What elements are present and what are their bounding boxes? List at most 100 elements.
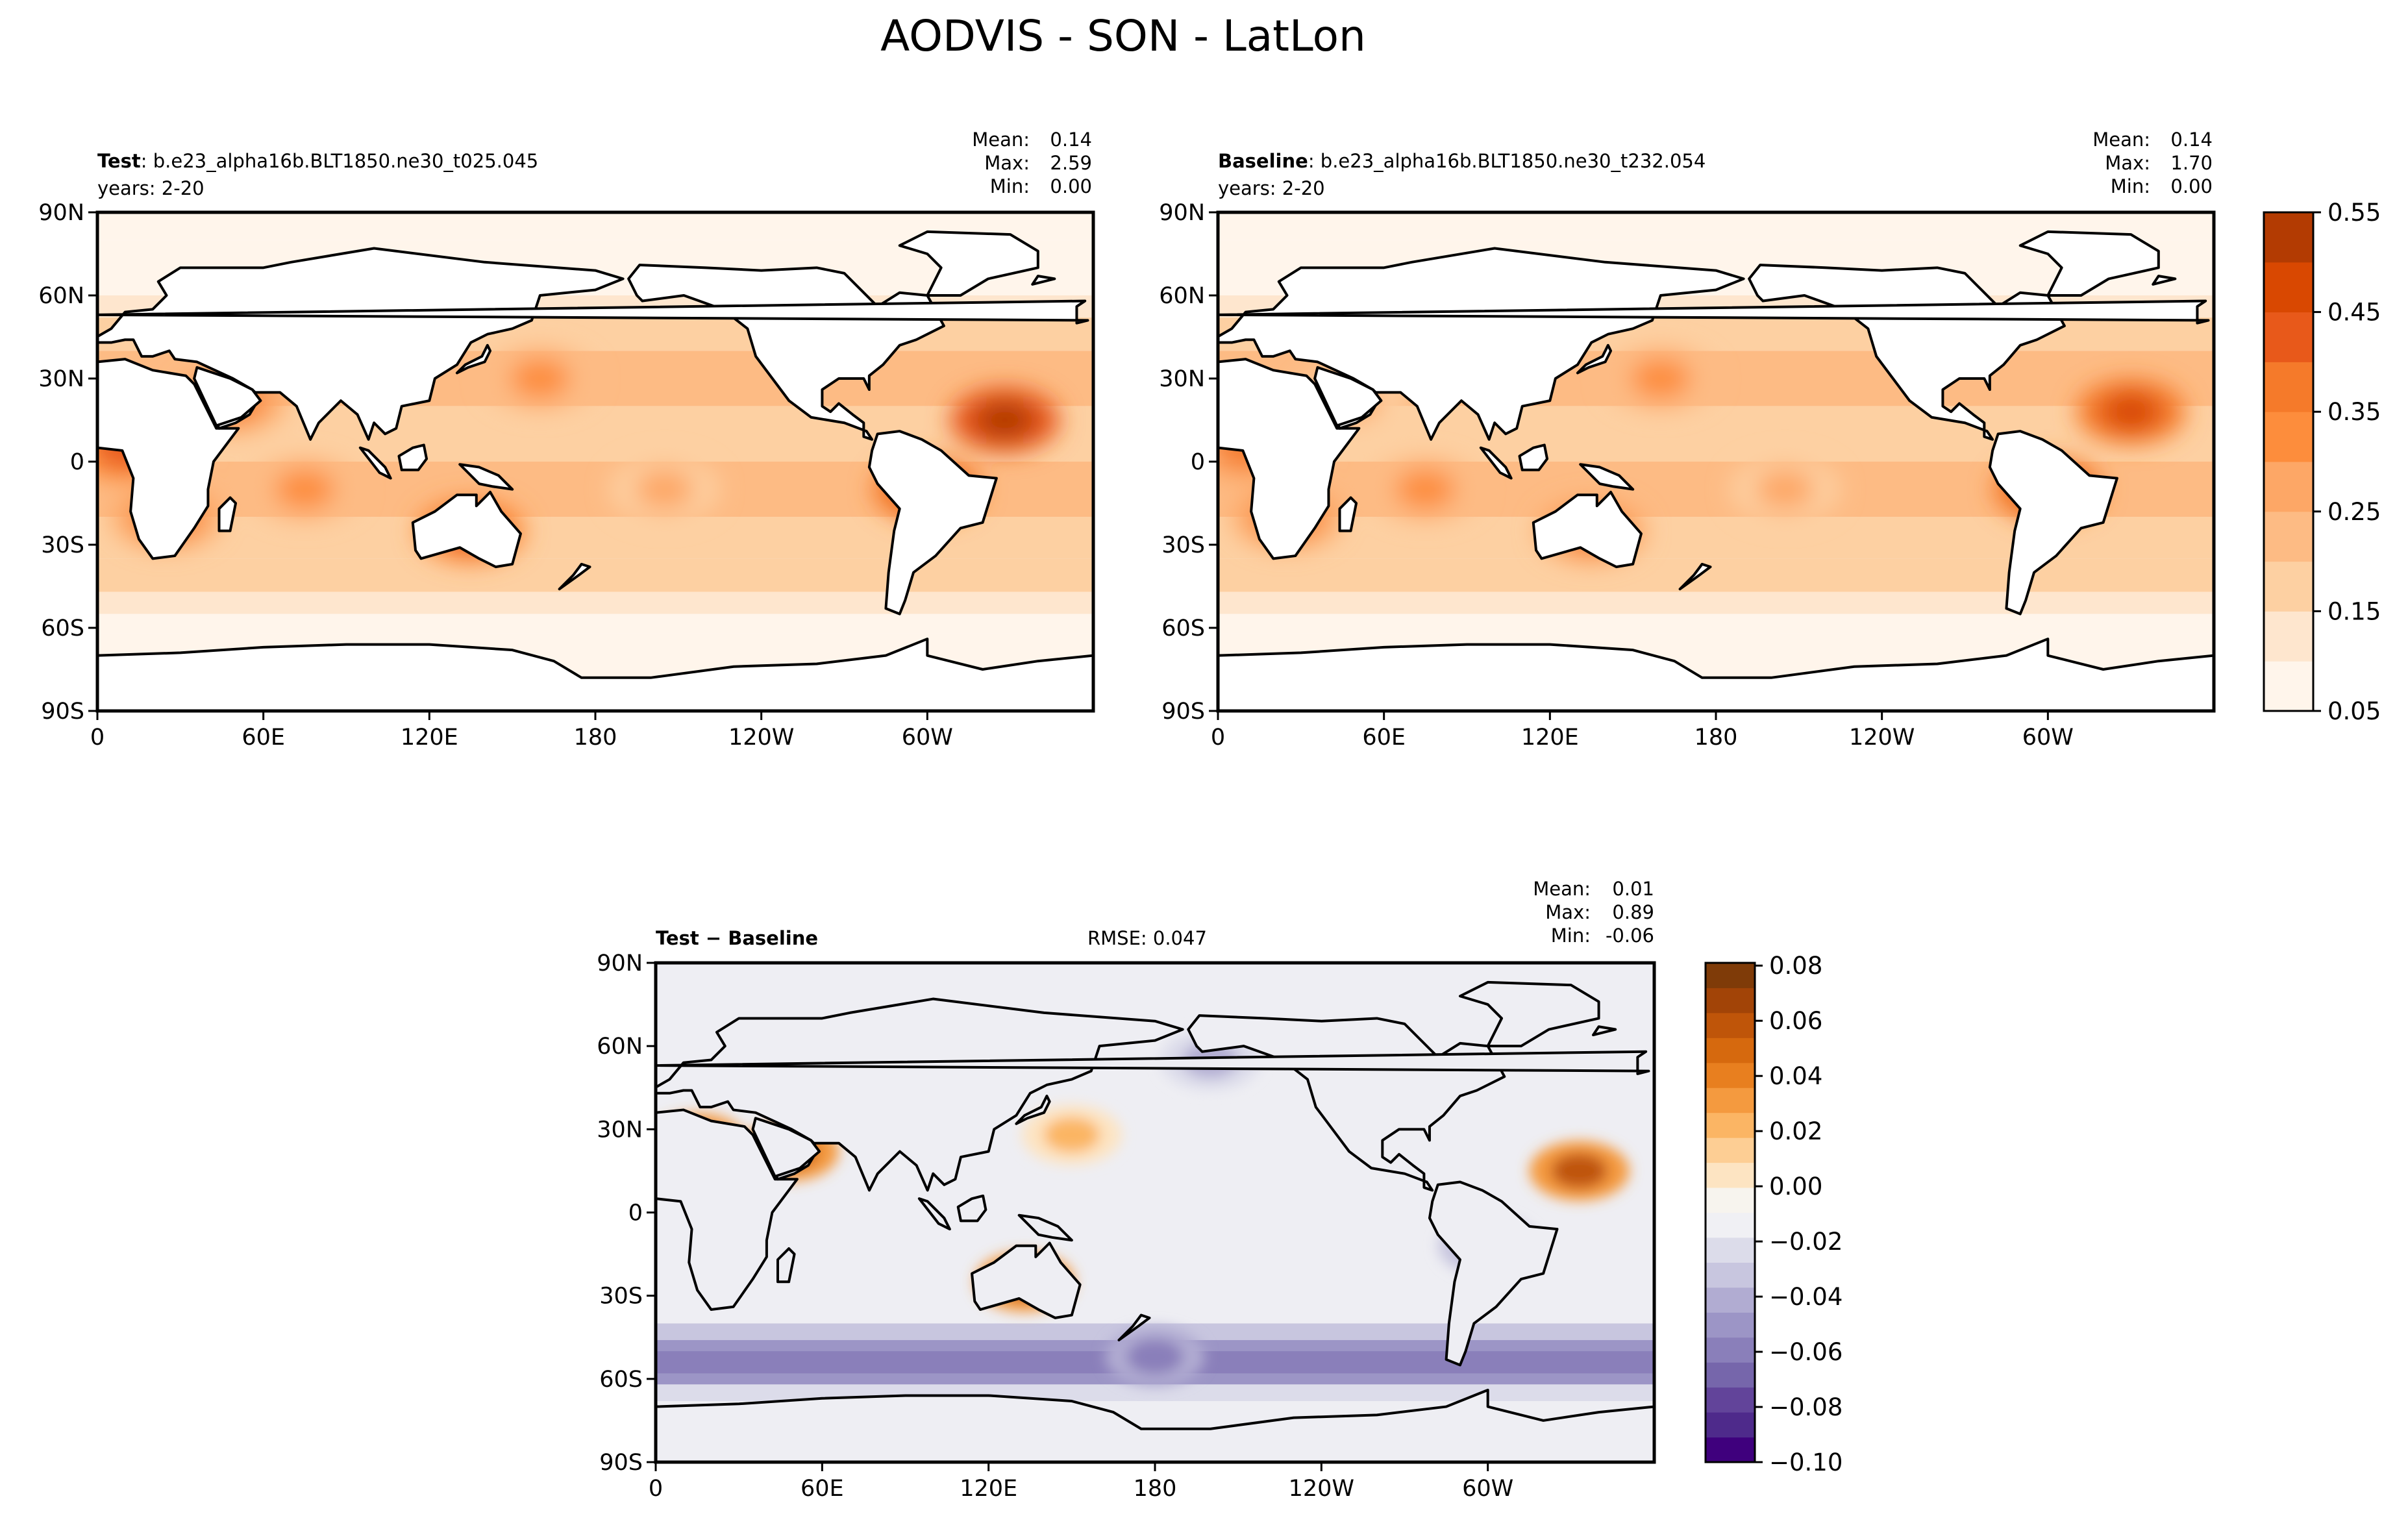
lon-tick-label: 180 [574,725,617,751]
colorbar-tick-label: 0.25 [2327,498,2381,526]
coastline-borneo [956,1194,987,1223]
lat-tick-label: 30N [597,1117,643,1143]
lon-tick-label: 120E [960,1476,1017,1502]
coastline-newGuinea [1579,463,1635,491]
colorbar-swatch [1706,1237,1755,1263]
coastline-newZealand [1117,1313,1151,1342]
colorbar-swatch [1706,1312,1755,1338]
colorbar-swatch [2264,412,2313,462]
coastline-newZealand [558,562,591,591]
coastline-newZealand [1678,562,1712,591]
aod-hotspot [2101,392,2161,432]
lat-tick-label: 30S [41,532,84,558]
colorbar-swatch [1706,988,1755,1013]
colorbar-tick-label: 0.06 [1769,1007,1822,1035]
aod-band [1218,591,2214,614]
lon-tick-label: 60W [2022,725,2074,751]
lon-tick-label: 0 [90,725,105,751]
lat-tick-label: 90S [1161,699,1205,725]
baseline-max-value: 1.70 [2170,152,2213,174]
lon-tick-label: 120E [401,725,458,751]
lat-tick-label: 60N [597,1034,643,1060]
lon-tick-label: 60E [801,1476,844,1502]
test-min-label: Min: [990,175,1030,197]
colorbar-swatch [2264,511,2313,562]
figure-title: AODVIS - SON - LatLon [880,11,1366,61]
diff-hotspot [1551,1153,1607,1189]
aod-hotspot [1755,469,1815,510]
lat-tick-label: 90N [38,200,84,226]
coastline-newGuinea [458,463,514,491]
coastline-antarctica [97,638,1093,711]
lat-tick-label: 60S [599,1367,643,1393]
diff-colorbar-frame [1704,962,1756,1463]
coastline-southAmerica [867,430,998,615]
aod-hotspot [510,358,570,399]
colorbar-swatch [1706,1088,1755,1113]
lon-tick-label: 0 [1211,725,1225,751]
aod-band [97,614,1093,634]
colorbar-swatch [1706,1337,1755,1363]
coastline-japan [1576,343,1613,375]
coastline-sumatra [358,446,392,480]
lat-tick-label: 60N [38,283,84,309]
coastline-arabiaFix [1313,366,1383,427]
colorbar-tick-label: −0.10 [1769,1448,1843,1476]
colorbar-swatch [1706,1212,1755,1238]
coastline-arabiaFix [193,366,262,427]
coastline-africa [656,1108,799,1311]
colorbar-swatch [2264,212,2313,263]
lat-tick-label: 0 [70,449,84,475]
lon-tick-label: 120W [1849,725,1915,751]
coastline-borneo [1518,443,1549,471]
colorbar-tick-label: 0.15 [2327,597,2381,625]
lon-tick-label: 60W [1462,1476,1513,1502]
colorbar-swatch [1706,1287,1755,1313]
diff-max-value: 0.89 [1612,901,1654,923]
aod-colorbar-frame [2263,211,2315,712]
test-max-value: 2.59 [1050,152,1092,174]
test-case-name: : b.e23_alpha16b.BLT1850.ne30_t025.045 [141,150,538,172]
colorbar-swatch [1706,1162,1755,1188]
colorbar-swatch [1706,1362,1755,1388]
coastline-japan [455,343,492,375]
test-mean-value: 0.14 [1050,129,1092,151]
colorbar-swatch [2264,462,2313,512]
lon-tick-label: 120E [1521,725,1579,751]
colorbar-swatch [2264,262,2313,313]
coastline-iceland [1592,1025,1617,1037]
colorbar-swatch [1706,1112,1755,1138]
test-min-value: 0.00 [1050,175,1092,197]
aod-hotspot [275,469,335,510]
diff-max-label: Max: [1545,901,1591,923]
diff-mean-value: 0.01 [1612,878,1654,900]
colorbar-tick-label: 0.08 [1769,952,1822,980]
colorbar-swatch [1706,1062,1755,1088]
coastline-britain [656,1050,1650,1075]
lat-tick-label: 60S [41,615,84,641]
test-max-label: Max: [984,152,1030,174]
colorbar-tick-label: −0.04 [1769,1283,1843,1311]
coastline-japan [1015,1095,1051,1125]
aod-hotspot [1395,469,1456,510]
coastline-australia [1532,490,1643,569]
diff-colorbar: 0.08 0.06 0.04 0.02 0.00 −0.02 −0.04 −0.06 −0.08… [1704,952,1843,1476]
coastline-iceland [1031,275,1056,286]
colorbar-swatch [2264,561,2313,612]
lat-tick-label: 90S [41,699,84,725]
svg-text:Baseline: b.e23_alpha16b.BLT18: Baseline: b.e23_alpha16b.BLT1850.ne30_t2… [1218,150,1706,172]
coastline-britain [97,299,1089,325]
lon-tick-label: 60W [902,725,953,751]
colorbar-tick-label: 0.02 [1769,1117,1822,1145]
aod-band [1218,558,2214,592]
diff-map-field [656,963,1654,1462]
aod-band [97,558,1093,592]
colorbar-tick-label: 0.45 [2327,299,2381,327]
colorbar-tick-label: 0.00 [1769,1173,1822,1200]
coastline-greenland [898,230,1039,297]
coastline-africa [97,358,240,560]
aod-band [97,591,1093,614]
baseline-min-label: Min: [2111,175,2150,197]
lat-tick-label: 90N [597,951,643,976]
